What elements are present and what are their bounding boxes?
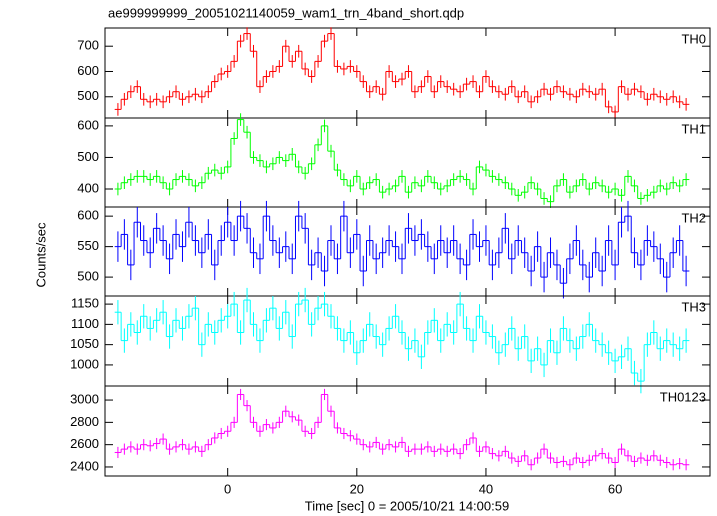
- y-tick-label: 1050: [70, 336, 99, 351]
- y-tick-label: 600: [77, 208, 99, 223]
- y-tick-label: 2800: [70, 414, 99, 429]
- y-tick-label: 2600: [70, 436, 99, 451]
- y-tick-label: 700: [77, 38, 99, 53]
- panel-label: TH2: [681, 210, 706, 225]
- y-tick-label: 1100: [71, 316, 99, 331]
- panel-frame: [104, 385, 711, 477]
- panel-label: TH1: [681, 121, 706, 136]
- y-tick-label: 400: [77, 180, 99, 195]
- y-tick-label: 500: [77, 88, 99, 103]
- y-tick-label: 550: [77, 238, 99, 253]
- y-tick-label: 1000: [70, 356, 99, 371]
- y-axis-label: Counts/sec: [33, 222, 48, 288]
- y-tick-label: 500: [77, 269, 99, 284]
- y-tick-label: 600: [77, 63, 99, 78]
- y-tick-label: 3000: [70, 391, 99, 406]
- x-axis-label: Time [sec] 0 = 2005/10/21 14:00:59: [305, 498, 509, 513]
- panel-frame: [104, 27, 711, 119]
- x-tick-label: 20: [350, 481, 364, 496]
- x-tick-label: 0: [224, 481, 231, 496]
- chart-title: ae999999999_20051021140059_wam1_trn_4ban…: [108, 5, 464, 20]
- panel-label: TH0: [681, 31, 706, 46]
- y-tick-label: 500: [77, 149, 99, 164]
- panel-label: TH3: [681, 299, 706, 314]
- panel-label: TH0123: [660, 389, 706, 404]
- y-tick-label: 600: [77, 117, 99, 132]
- x-tick-label: 60: [608, 481, 622, 496]
- panel-frame: [104, 117, 711, 208]
- y-tick-label: 2400: [70, 458, 99, 473]
- x-tick-label: 40: [479, 481, 493, 496]
- y-tick-label: 1150: [71, 296, 99, 311]
